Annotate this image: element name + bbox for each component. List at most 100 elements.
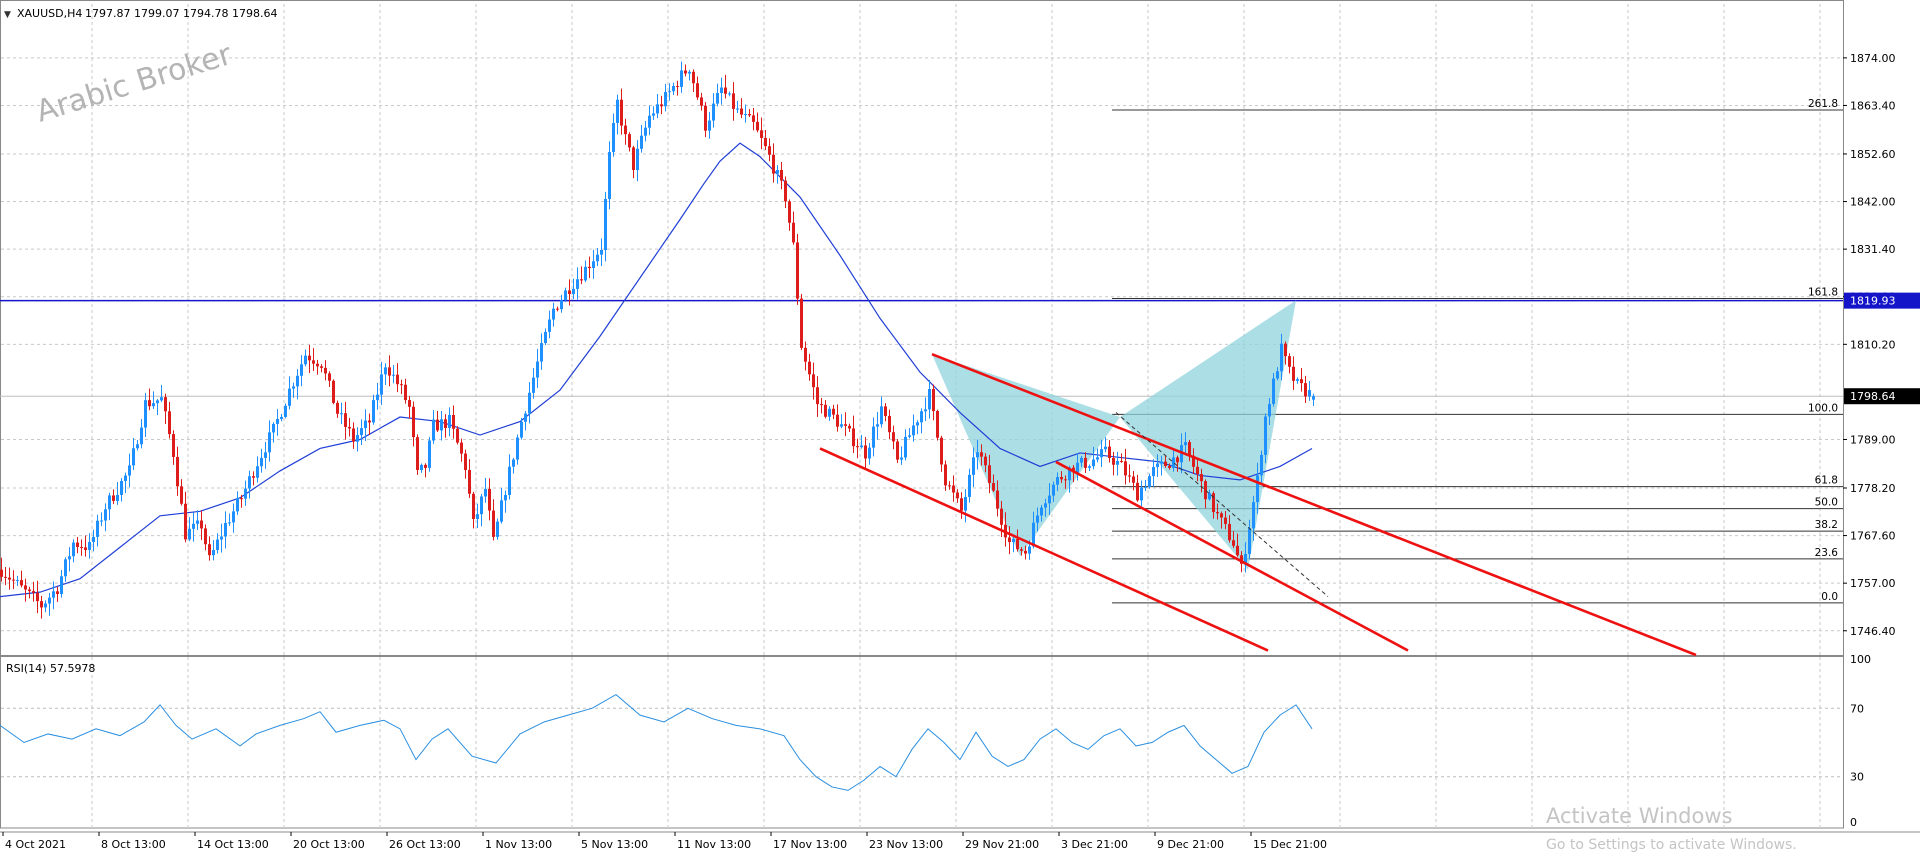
candle-body (1084, 457, 1087, 468)
candle (116, 481, 119, 505)
candle (144, 393, 147, 437)
candle-body (940, 437, 943, 465)
candle-body (156, 400, 159, 404)
candle (500, 487, 503, 524)
candle (204, 524, 207, 551)
candle (876, 412, 879, 440)
candle (572, 278, 575, 300)
candle (744, 104, 747, 123)
candle-body (1248, 528, 1251, 554)
candle (472, 491, 475, 529)
candle (908, 428, 911, 439)
candle (388, 355, 391, 387)
candle (24, 578, 27, 602)
candle-body (1040, 507, 1043, 516)
candle-body (772, 154, 775, 174)
main-pane-frame (0, 0, 1844, 656)
candle (1188, 439, 1191, 462)
candle-body (848, 425, 851, 429)
time-tick-label: 3 Dec 21:00 (1061, 838, 1128, 851)
candle-body (84, 547, 87, 550)
candle-body (700, 97, 703, 106)
candle-body (988, 465, 991, 483)
time-tick-label: 8 Oct 13:00 (101, 838, 166, 851)
candle-body (1036, 515, 1039, 523)
candle (872, 417, 875, 457)
candle (1252, 495, 1255, 541)
candle (736, 100, 739, 114)
candle-body (0, 569, 3, 577)
candle-body (952, 485, 955, 493)
candle (580, 266, 583, 285)
candle (544, 328, 547, 346)
candle-body (860, 445, 863, 448)
candle-body (1300, 379, 1303, 384)
candle (440, 411, 443, 441)
candle-body (644, 127, 647, 136)
candle-body (344, 413, 347, 427)
candle-body (1032, 522, 1035, 547)
candle (460, 438, 463, 462)
candle (684, 64, 687, 77)
candle (392, 365, 395, 384)
candle (1112, 451, 1115, 476)
candle-body (620, 99, 623, 126)
candle (324, 360, 327, 381)
candle-body (820, 404, 823, 406)
candle (1292, 356, 1295, 390)
candle-body (1264, 416, 1267, 455)
candle (1060, 471, 1063, 483)
candle (1056, 472, 1059, 492)
candle (1088, 464, 1091, 472)
candle (1144, 479, 1147, 492)
candle (896, 438, 899, 463)
candle-body (680, 70, 683, 87)
candle-body (1068, 467, 1071, 481)
time-tick-label: 4 Oct 2021 (5, 838, 66, 851)
candle (208, 536, 211, 561)
candle-body (312, 360, 315, 364)
candle-body (780, 170, 783, 181)
candle (280, 414, 283, 422)
candle-body (400, 384, 403, 386)
candle (616, 94, 619, 135)
candle (476, 503, 479, 529)
resistance-price-tag (1844, 292, 1920, 309)
candle (148, 388, 151, 411)
candle (1040, 504, 1043, 522)
candle (288, 376, 291, 410)
candle (32, 581, 35, 602)
candle-body (616, 99, 619, 123)
candle-body (1244, 553, 1247, 564)
candle (832, 404, 835, 420)
candle-body (868, 447, 871, 459)
candle (1220, 511, 1223, 529)
candle (628, 132, 631, 152)
fib-level-label: 38.2 (1815, 519, 1838, 531)
candle (884, 403, 887, 422)
candle-body (56, 591, 59, 594)
candle-body (1188, 442, 1191, 456)
candle (156, 398, 159, 416)
time-axis: 4 Oct 2021 8 Oct 13:00 14 Oct 13:00 20 Oct … (2, 832, 1327, 851)
candle-body (900, 457, 903, 460)
candle (724, 74, 727, 99)
candle-body (1252, 502, 1255, 529)
candle-body (568, 290, 571, 295)
candle (488, 478, 491, 521)
candle-body (1224, 517, 1227, 524)
candle-body (436, 419, 439, 431)
candle (676, 80, 679, 96)
candle (784, 176, 787, 208)
candle-body (384, 367, 387, 375)
candle-body (60, 576, 63, 594)
candle-body (816, 387, 819, 405)
candle-body (1204, 481, 1207, 500)
candle (516, 434, 519, 465)
candle-body (464, 453, 467, 471)
candle (444, 414, 447, 438)
candle (536, 348, 539, 388)
candle (308, 344, 311, 374)
